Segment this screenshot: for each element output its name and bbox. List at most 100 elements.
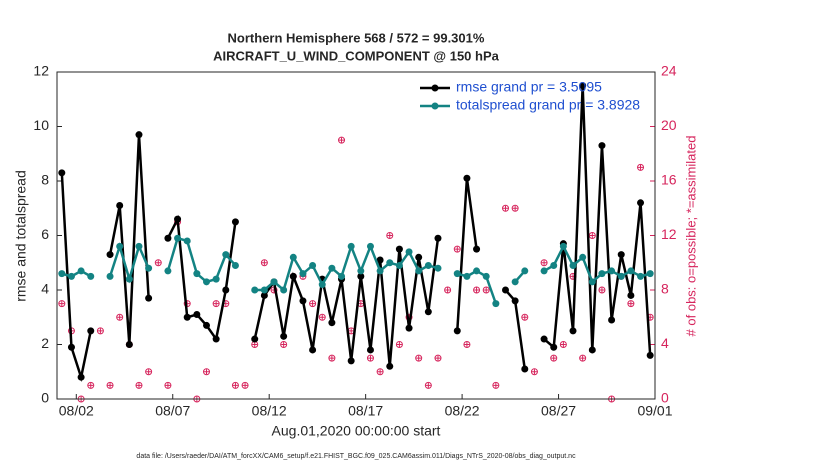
- series-marker: [646, 351, 654, 359]
- plot-frame: [56, 71, 656, 400]
- series-marker: [415, 253, 423, 261]
- legend-label: totalspread grand pr = 3.8928: [456, 97, 640, 113]
- obs-marker: [260, 259, 268, 267]
- obs-marker: [280, 341, 288, 348]
- series-marker: [328, 319, 336, 327]
- obs-star: [310, 301, 316, 307]
- obs-marker: [550, 354, 558, 362]
- obs-marker: [386, 232, 394, 239]
- obs-marker: [203, 368, 210, 376]
- series-marker: [395, 261, 403, 269]
- series-marker: [106, 251, 114, 259]
- series-marker: [270, 278, 278, 286]
- obs-marker: [511, 204, 519, 212]
- obs-star: [329, 355, 335, 361]
- obs-star: [213, 301, 219, 307]
- obs-star: [435, 355, 441, 361]
- obs-marker: [492, 381, 500, 389]
- series-marker: [87, 272, 95, 280]
- series-marker: [164, 267, 172, 275]
- obs-star: [281, 342, 287, 347]
- series-marker: [125, 275, 133, 283]
- series-marker: [260, 286, 268, 294]
- series-marker: [598, 270, 606, 278]
- obs-marker: [395, 341, 403, 348]
- obs-star: [396, 342, 402, 347]
- obs-star: [97, 328, 103, 334]
- series-marker: [637, 272, 645, 280]
- series-marker: [395, 245, 403, 253]
- x-tick-label: 08/07: [155, 403, 190, 419]
- series-marker: [646, 270, 654, 278]
- series-marker: [289, 272, 297, 280]
- series-marker: [463, 174, 471, 182]
- series-marker: [193, 311, 201, 319]
- obs-star: [252, 342, 258, 347]
- series-marker: [251, 335, 259, 343]
- series-marker: [617, 272, 625, 280]
- obs-marker: [212, 300, 220, 308]
- obs-star: [425, 382, 431, 388]
- obs-star: [580, 355, 586, 361]
- series-marker: [405, 324, 413, 332]
- series-marker: [67, 272, 75, 280]
- series-marker: [559, 242, 567, 250]
- obs-marker: [328, 354, 336, 362]
- series-line: [253, 238, 440, 367]
- series-marker: [617, 251, 625, 259]
- series-marker: [77, 267, 85, 275]
- series-marker: [135, 131, 143, 139]
- obs-marker: [579, 354, 587, 362]
- series-marker: [424, 308, 432, 316]
- y-axis-label: rmse and totalspread: [13, 170, 29, 302]
- series-marker: [299, 270, 307, 278]
- x-axis-label: Aug.01,2020 00:00:00 start: [272, 423, 441, 439]
- y2-tick-label: 4: [661, 335, 669, 351]
- series-marker: [473, 245, 481, 253]
- series-marker: [106, 272, 114, 280]
- series-marker: [588, 346, 596, 354]
- series-marker: [386, 259, 394, 267]
- series-marker: [251, 286, 259, 294]
- series-marker: [212, 275, 220, 283]
- series-marker: [521, 365, 529, 373]
- series-marker: [193, 270, 201, 278]
- series-marker: [608, 316, 616, 324]
- series-marker: [453, 270, 461, 278]
- series-marker: [627, 267, 635, 275]
- obs-star: [638, 164, 644, 170]
- y2-tick-label: 20: [661, 117, 677, 133]
- obs-star: [59, 301, 65, 307]
- series-marker: [473, 267, 481, 275]
- obs-star: [503, 205, 508, 211]
- series-marker: [280, 332, 288, 340]
- series-marker: [125, 341, 133, 348]
- y-tick-label: 12: [33, 63, 49, 79]
- obs-marker: [154, 259, 162, 267]
- obs-marker: [58, 300, 66, 308]
- obs-star: [261, 260, 267, 266]
- obs-star: [454, 246, 460, 252]
- series-marker: [174, 215, 182, 223]
- chart-subtitle: AIRCRAFT_U_WIND_COMPONENT @ 150 hPa: [213, 48, 499, 63]
- y-tick-label: 10: [33, 117, 49, 133]
- x-tick-label: 09/01: [637, 403, 672, 419]
- obs-marker: [366, 354, 374, 362]
- series-marker: [135, 242, 143, 250]
- legend-label: rmse grand pr = 3.5095: [456, 79, 602, 95]
- obs-star: [483, 287, 489, 293]
- series-marker: [598, 142, 606, 150]
- obs-marker: [231, 381, 239, 389]
- legend-marker: [431, 84, 439, 92]
- obs-star: [232, 382, 238, 388]
- obs-star: [464, 342, 470, 347]
- y2-tick-label: 16: [661, 172, 677, 188]
- x-tick-label: 08/22: [445, 403, 480, 419]
- obs-marker: [116, 313, 124, 321]
- obs-star: [551, 355, 557, 361]
- series-marker: [260, 291, 268, 299]
- series-line: [543, 85, 652, 356]
- series-marker: [405, 248, 413, 256]
